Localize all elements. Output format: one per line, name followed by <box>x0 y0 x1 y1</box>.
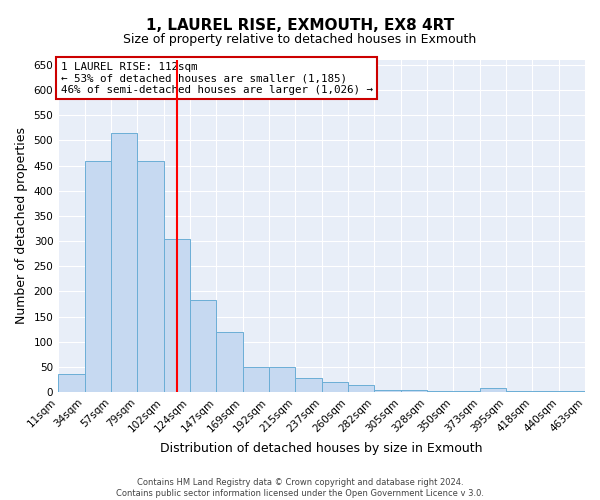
Bar <box>401 390 427 392</box>
Bar <box>269 367 295 392</box>
Bar <box>137 160 164 392</box>
Text: 1, LAUREL RISE, EXMOUTH, EX8 4RT: 1, LAUREL RISE, EXMOUTH, EX8 4RT <box>146 18 454 32</box>
Bar <box>374 390 401 392</box>
Bar <box>85 160 111 392</box>
Bar <box>479 388 506 392</box>
Bar <box>427 391 453 392</box>
Bar <box>242 368 269 392</box>
Text: Contains HM Land Registry data © Crown copyright and database right 2024.
Contai: Contains HM Land Registry data © Crown c… <box>116 478 484 498</box>
Bar <box>322 382 348 392</box>
Bar <box>532 391 559 392</box>
Bar <box>111 133 137 392</box>
X-axis label: Distribution of detached houses by size in Exmouth: Distribution of detached houses by size … <box>160 442 483 455</box>
Bar <box>58 374 85 392</box>
Bar <box>559 391 585 392</box>
Bar <box>164 238 190 392</box>
Bar <box>216 332 242 392</box>
Bar <box>506 391 532 392</box>
Bar <box>295 378 322 392</box>
Text: Size of property relative to detached houses in Exmouth: Size of property relative to detached ho… <box>124 32 476 46</box>
Bar <box>348 386 374 392</box>
Bar <box>453 391 479 392</box>
Bar <box>190 300 216 392</box>
Text: 1 LAUREL RISE: 112sqm
← 53% of detached houses are smaller (1,185)
46% of semi-d: 1 LAUREL RISE: 112sqm ← 53% of detached … <box>61 62 373 95</box>
Y-axis label: Number of detached properties: Number of detached properties <box>15 128 28 324</box>
